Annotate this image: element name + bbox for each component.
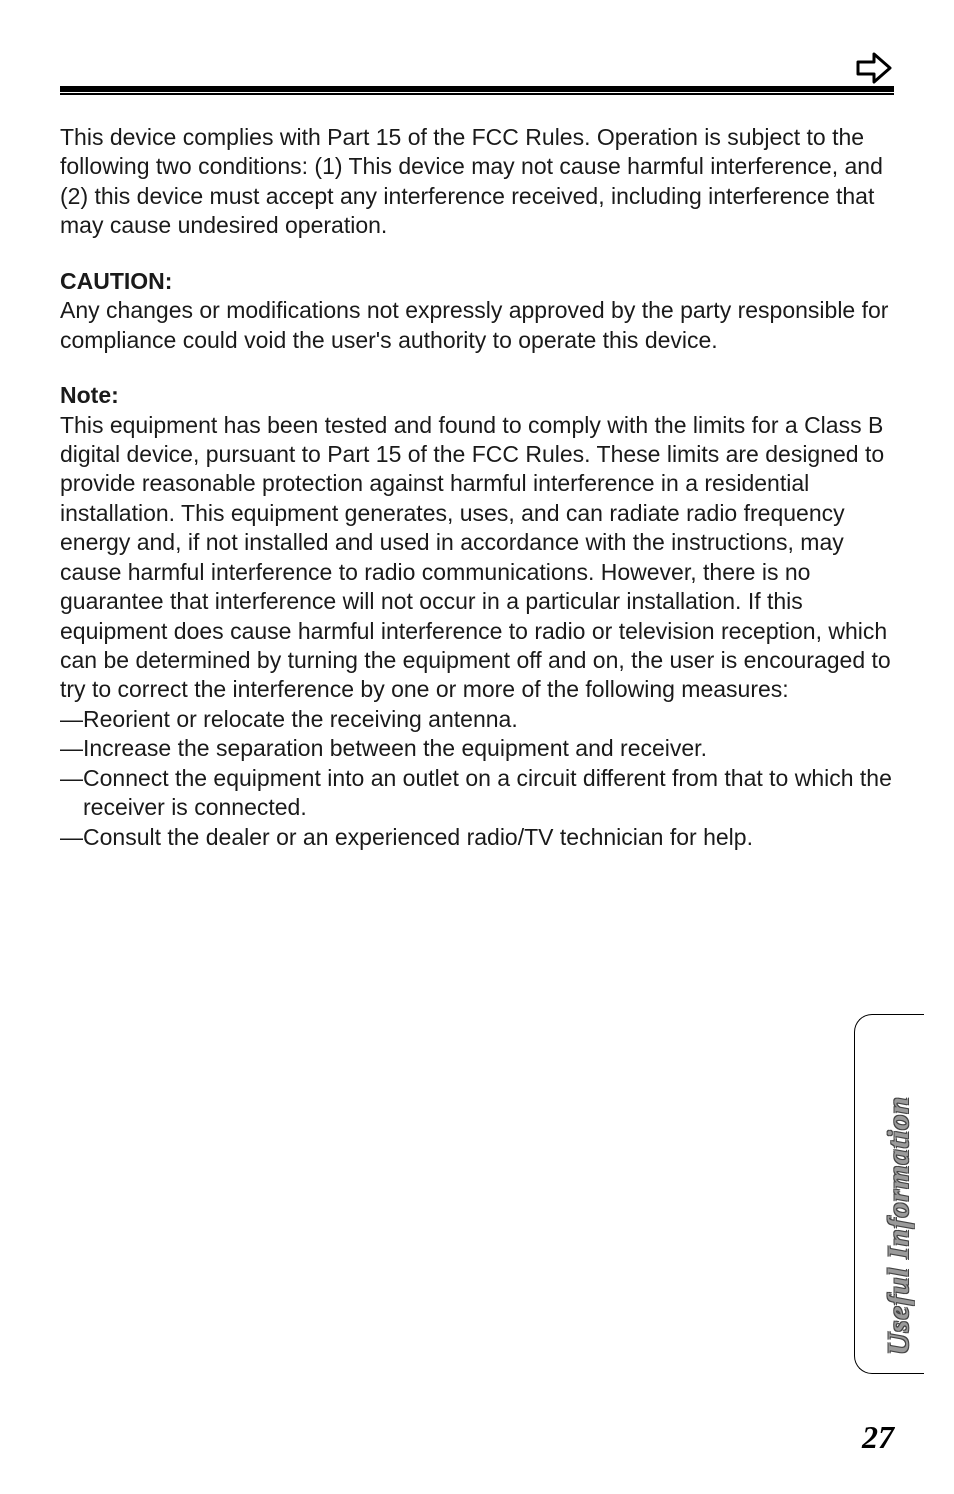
header-rule-thin <box>60 93 894 95</box>
note-item-text: Consult the dealer or an experienced rad… <box>83 823 894 852</box>
note-item-text: Connect the equipment into an outlet on … <box>83 764 894 823</box>
caution-block: CAUTION: Any changes or modifications no… <box>60 267 894 355</box>
page: This device complies with Part 15 of the… <box>0 0 954 1494</box>
page-number: 27 <box>862 1419 894 1456</box>
caution-heading: CAUTION: <box>60 267 894 296</box>
note-list-item: — Increase the separation between the eq… <box>60 734 894 763</box>
note-item-text: Increase the separation between the equi… <box>83 734 894 763</box>
note-list-item: — Connect the equipment into an outlet o… <box>60 764 894 823</box>
dash-icon: — <box>60 705 83 734</box>
note-item-text: Reorient or relocate the receiving anten… <box>83 705 894 734</box>
note-list-item: — Consult the dealer or an experienced r… <box>60 823 894 852</box>
header-rule-thick <box>60 86 894 92</box>
dash-icon: — <box>60 734 83 763</box>
note-heading: Note: <box>60 381 894 410</box>
caution-body: Any changes or modifications not express… <box>60 296 894 355</box>
intro-paragraph: This device complies with Part 15 of the… <box>60 123 894 241</box>
arrow-right-icon <box>854 48 894 88</box>
dash-icon: — <box>60 823 83 852</box>
note-list-item: — Reorient or relocate the receiving ant… <box>60 705 894 734</box>
dash-icon: — <box>60 764 83 823</box>
side-tab: Useful Information <box>854 1014 924 1374</box>
side-tab-label: Useful Information <box>882 1096 916 1355</box>
note-block: Note: This equipment has been tested and… <box>60 381 894 852</box>
body-content: This device complies with Part 15 of the… <box>60 123 894 852</box>
note-body: This equipment has been tested and found… <box>60 411 894 705</box>
